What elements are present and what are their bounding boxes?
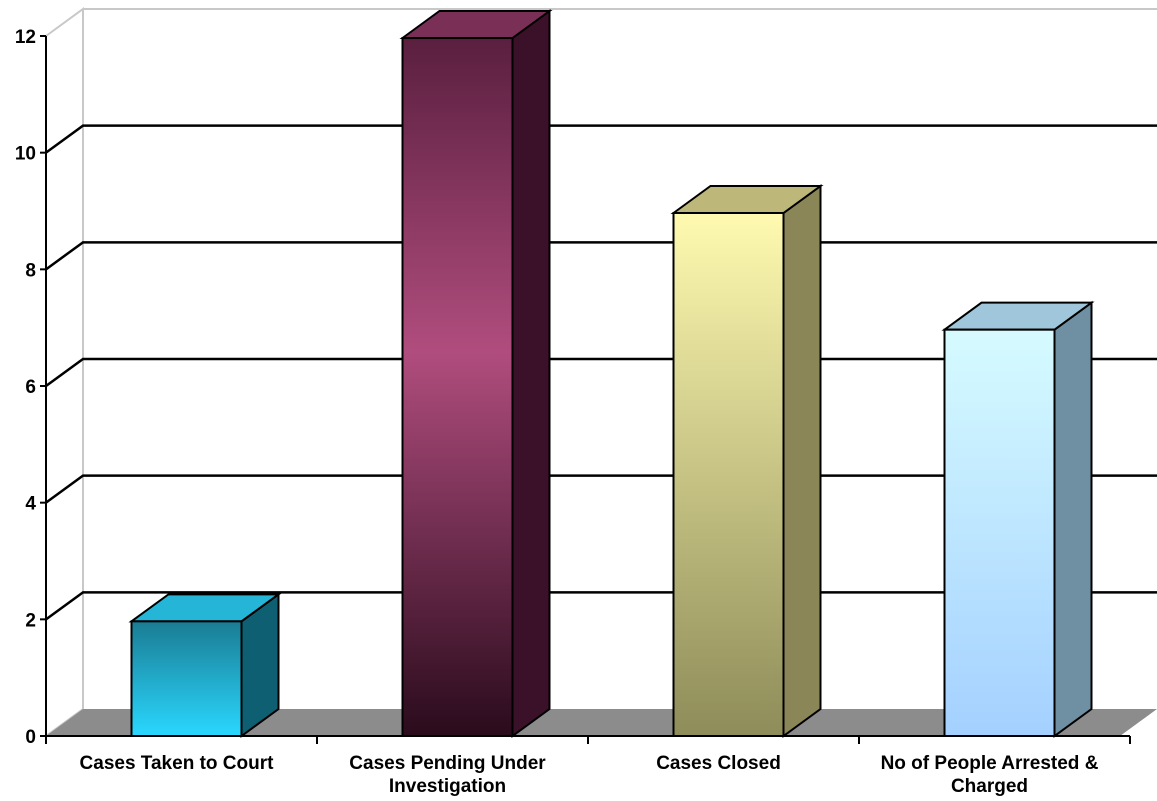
bars xyxy=(128,9,1095,738)
bar-1 xyxy=(128,592,282,738)
x-category-label-line: Investigation xyxy=(389,776,506,797)
gridline xyxy=(45,241,1157,271)
bar-front-face xyxy=(401,37,514,737)
bar-side-face xyxy=(511,9,551,738)
x-category-labels: Cases Taken to Court Cases Pending Under I… xyxy=(80,753,1099,797)
bar-front-face xyxy=(672,212,785,737)
gridline xyxy=(45,124,1157,154)
x-category-label: No of People Arrested & Charged xyxy=(881,753,1099,797)
x-category-label-line: Cases Pending Under xyxy=(349,753,546,774)
x-category-label: Cases Taken to Court xyxy=(80,753,275,774)
x-category-label-line: Cases Taken to Court xyxy=(80,753,275,774)
bar-2 xyxy=(399,9,553,738)
bar-4 xyxy=(941,300,1095,738)
y-tick-labels: 0 2 4 6 8 10 12 xyxy=(15,27,37,748)
x-category-label-line: Cases Closed xyxy=(656,753,781,774)
y-tick-label: 2 xyxy=(25,610,36,631)
bar-side-face xyxy=(782,184,822,738)
y-tick-label: 12 xyxy=(15,27,36,48)
y-tick-label: 10 xyxy=(15,144,36,165)
x-category-label-line: Charged xyxy=(951,776,1028,797)
x-category-label: Cases Closed xyxy=(656,753,781,774)
y-tick-label: 0 xyxy=(25,727,36,748)
y-tick-label: 4 xyxy=(25,494,36,515)
y-tick-label: 8 xyxy=(25,260,36,281)
bar-front-face xyxy=(130,620,243,737)
floor xyxy=(46,709,1157,736)
bar-side-face xyxy=(1053,300,1093,738)
x-category-label-line: No of People Arrested & xyxy=(881,753,1099,774)
y-tick-label: 6 xyxy=(25,377,36,398)
bar-front-face xyxy=(943,328,1056,737)
bar-3 xyxy=(670,184,824,738)
x-category-label: Cases Pending Under Investigation xyxy=(349,753,546,797)
